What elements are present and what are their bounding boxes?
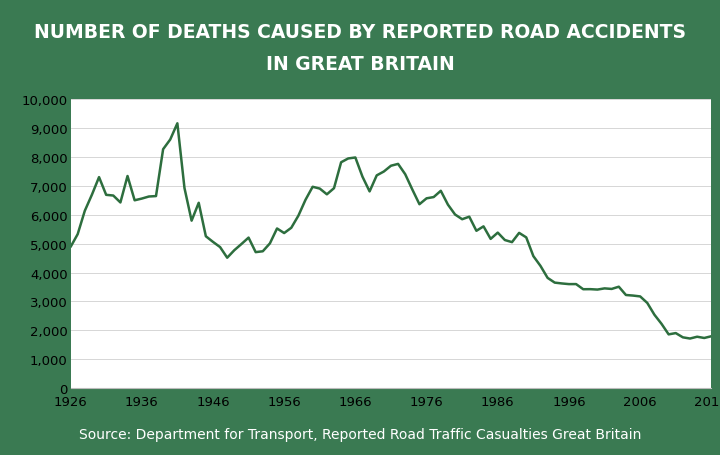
- Text: NUMBER OF DEATHS CAUSED BY REPORTED ROAD ACCIDENTS: NUMBER OF DEATHS CAUSED BY REPORTED ROAD…: [34, 23, 686, 42]
- Text: Source: Department for Transport, Reported Road Traffic Casualties Great Britain: Source: Department for Transport, Report…: [78, 427, 642, 441]
- Text: IN GREAT BRITAIN: IN GREAT BRITAIN: [266, 56, 454, 74]
